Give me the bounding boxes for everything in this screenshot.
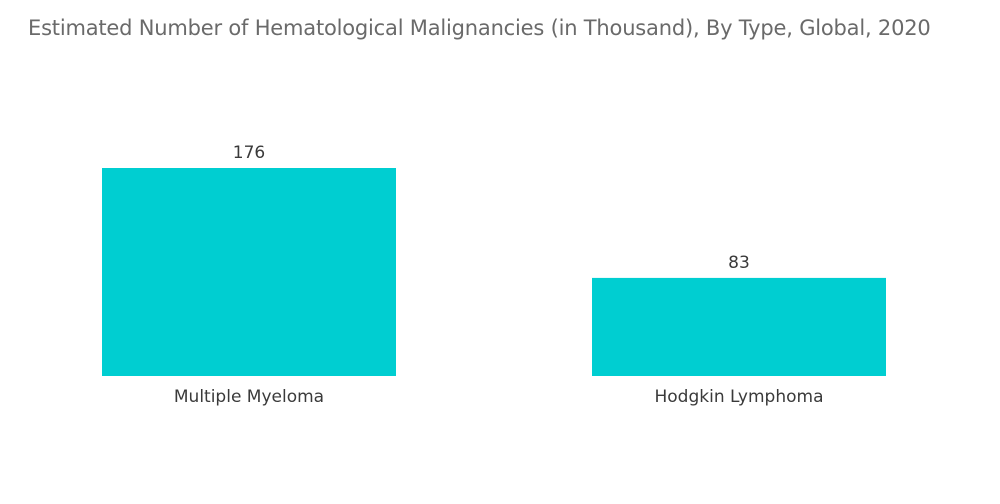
bar-hodgkin-lymphoma bbox=[592, 277, 886, 376]
chart-title: Estimated Number of Hematological Malign… bbox=[28, 16, 931, 40]
data-label: 83 bbox=[728, 253, 750, 273]
category-label: Hodgkin Lymphoma bbox=[655, 387, 824, 407]
category-label: Multiple Myeloma bbox=[174, 387, 324, 407]
data-label: 176 bbox=[233, 143, 265, 163]
bar-multiple-myeloma bbox=[102, 168, 396, 376]
bars-group: 176 Multiple Myeloma 83 Hodgkin Lymphoma bbox=[102, 143, 886, 407]
